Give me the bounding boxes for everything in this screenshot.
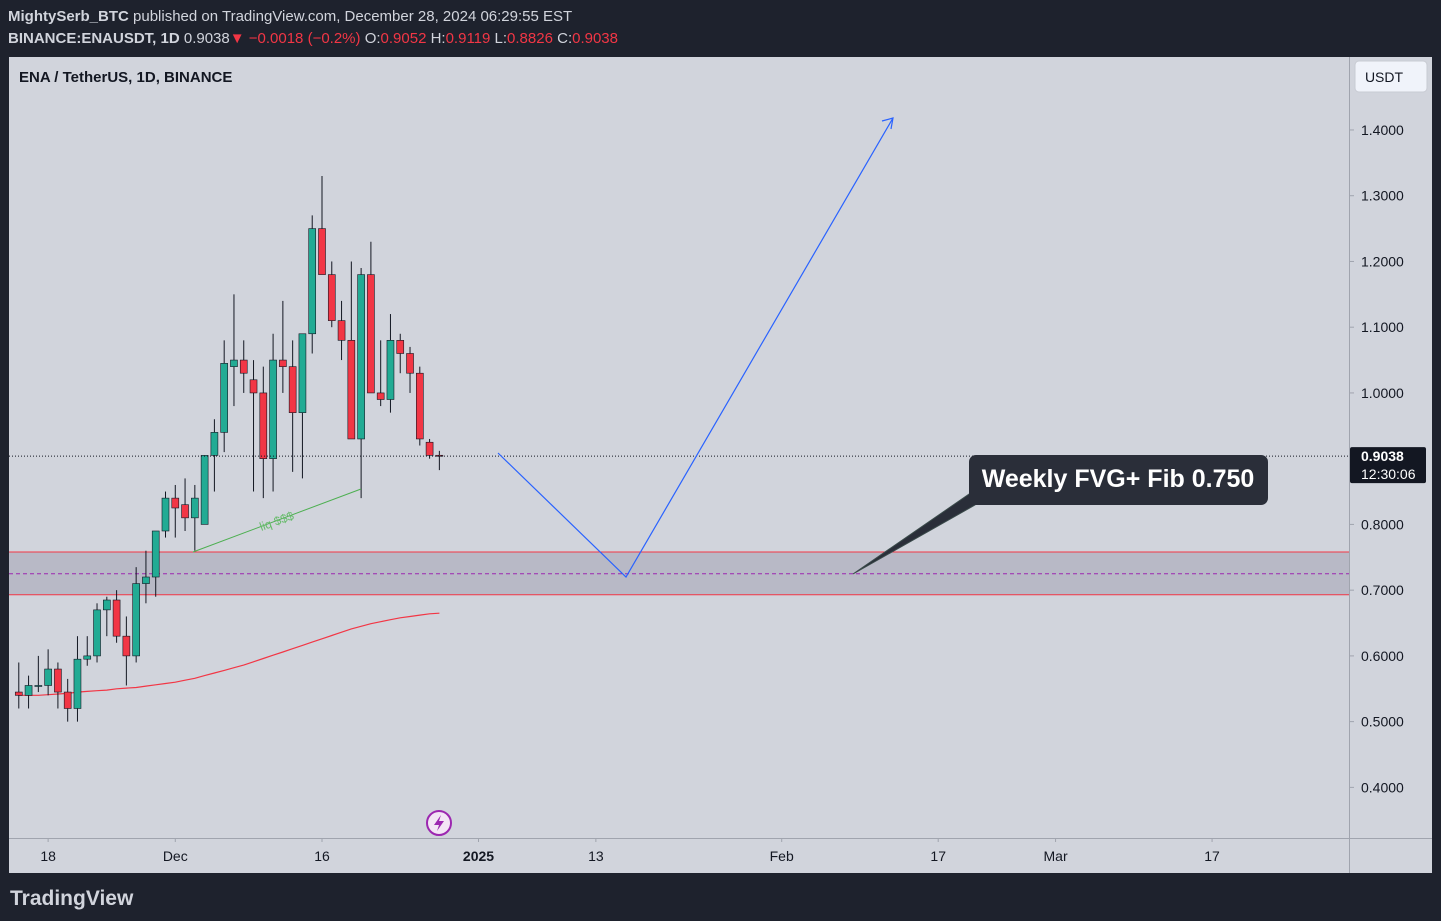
last-price-tag [1350,447,1426,484]
chart-title: ENA / TetherUS, 1D, BINANCE [19,69,232,86]
candle-body [181,504,189,519]
candle-body [376,392,385,400]
last-price: 0.9038 [183,30,230,47]
candle-body [337,320,346,341]
y-tick-label: 0.4000 [1361,779,1404,795]
x-tick-label: 2025 [463,848,494,864]
candle-body [327,274,336,321]
currency-button[interactable] [1354,60,1428,93]
author: MightySerb_BTC [8,8,129,25]
candle-body [171,497,180,509]
moving-average [18,612,440,696]
candle-body [151,530,160,578]
candle-body [406,353,414,374]
candle-body [396,340,405,354]
liquidity-line [192,488,362,553]
y-tick-label: 1.2000 [1361,253,1404,269]
candle-body [367,274,375,394]
countdown-label: 12:30:06 [1361,466,1416,482]
y-tick-label: 0.5000 [1361,714,1404,730]
candle-body [122,635,131,657]
candle-body [63,691,72,709]
o-label: O: [364,30,381,47]
candle-body [318,228,326,275]
projection-arrow [881,117,894,130]
change: ▼ −0.0018 (−0.2%) [229,30,361,47]
callout-box [969,455,1268,505]
logo: TradingView [10,887,134,910]
h-label: H: [430,30,446,47]
candle-body [239,359,248,374]
fvg-zone [9,552,1349,595]
last-price-label: 0.9038 [1361,448,1404,464]
candle-body [142,576,150,584]
callout-text: Weekly FVG+ Fib 0.750 [982,465,1255,493]
candle-body [54,668,62,693]
candle-body [210,432,219,456]
candle-body [279,359,287,367]
candle-body [416,372,424,440]
header-line-1: MightySerb_BTC published on TradingView.… [8,6,618,28]
candle-body [230,359,238,367]
candle-body [93,609,101,657]
y-tick-label: 0.7000 [1361,582,1404,598]
x-tick-label: Dec [163,848,188,864]
candle-body [83,655,92,660]
candle-body [220,363,228,433]
header-line-2: BINANCE:ENAUSDT, 1D 0.9038▼ −0.0018 (−0.… [8,28,618,50]
x-tick-label: Feb [770,848,794,864]
y-tick-label: 0.6000 [1361,648,1404,664]
x-tick-label: 17 [930,848,946,864]
candle-body [34,685,43,687]
candle-body [161,497,170,532]
candle-body [269,359,277,459]
y-tick-label: 1.0000 [1361,385,1404,401]
candle-body [308,228,317,335]
h-value: 0.9119 [445,30,491,47]
y-tick-label: 1.1000 [1361,319,1404,335]
candle-body [14,691,23,696]
y-tick-label: 0.8000 [1361,516,1404,532]
c-label: C: [557,30,573,47]
candle-body [347,340,356,440]
x-tick-label: Mar [1044,848,1068,864]
event-icon-bolt [434,815,444,831]
l-label: L: [494,30,508,47]
symbol: BINANCE:ENAUSDT, 1D [8,30,180,47]
candle-body [249,379,258,394]
candle-body [191,497,199,519]
candle-body [386,340,395,400]
x-tick-label: 17 [1204,848,1220,864]
candle-body [200,455,209,525]
candle-body [24,685,33,696]
candle-body [259,392,268,459]
candle-body [357,274,365,440]
y-tick-label: 1.4000 [1361,122,1404,138]
candle-body [288,366,297,413]
plot-area [9,175,1349,722]
candle-body [425,441,434,456]
l-value: 0.8826 [507,30,553,47]
currency-label[interactable]: USDT [1365,69,1404,85]
x-tick-label: 16 [314,848,330,864]
candle-body [112,599,121,637]
y-tick-label: 1.3000 [1361,188,1404,204]
header: MightySerb_BTC published on TradingView.… [8,6,618,50]
candle-body [298,333,307,413]
candle-body [103,599,111,611]
candle-body [132,583,140,657]
published: published on TradingView.com, December 2… [133,8,573,25]
c-value: 0.9038 [572,30,618,47]
o-value: 0.9052 [380,30,427,47]
projection-path [497,117,894,578]
x-tick-label: 18 [40,848,56,864]
candle-body [73,658,82,709]
x-tick-label: 13 [588,848,604,864]
candle-body [44,668,52,686]
